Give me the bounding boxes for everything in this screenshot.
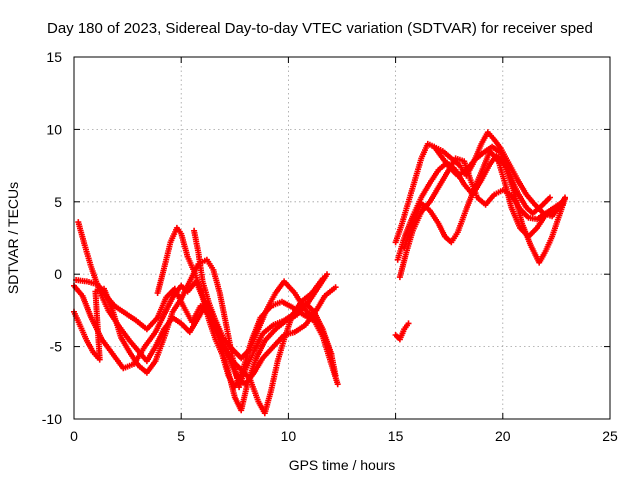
data-series bbox=[71, 129, 568, 417]
y-axis-label: SDTVAR / TECUs bbox=[5, 182, 21, 294]
series-sat-12 bbox=[431, 143, 553, 217]
x-tick-label: 15 bbox=[388, 428, 404, 444]
x-tick-label: 5 bbox=[177, 428, 185, 444]
y-tick-label: -10 bbox=[42, 411, 62, 427]
plot-frame bbox=[73, 56, 611, 420]
chart-title: Day 180 of 2023, Sidereal Day-to-day VTE… bbox=[47, 20, 593, 37]
axis-ticks: 0 5 10 15 20 25 -10 -5 0 5 10 15 bbox=[42, 49, 618, 444]
x-tick-label: 25 bbox=[602, 428, 618, 444]
series-markers bbox=[392, 129, 568, 246]
series-markers bbox=[392, 320, 412, 343]
y-tick-label: 5 bbox=[54, 194, 62, 210]
series-sat-3 bbox=[71, 256, 326, 391]
x-tick-label: 0 bbox=[70, 428, 78, 444]
series-sat-7 bbox=[392, 320, 412, 343]
y-tick-label: 10 bbox=[46, 121, 62, 137]
y-tick-label: 0 bbox=[54, 266, 62, 282]
x-tick-label: 20 bbox=[495, 428, 511, 444]
x-tick-label: 10 bbox=[281, 428, 297, 444]
y-tick-label: -5 bbox=[50, 339, 63, 355]
series-sat-6 bbox=[191, 227, 335, 362]
series-markers bbox=[71, 256, 326, 391]
series-sat-8 bbox=[392, 129, 568, 246]
series-markers bbox=[431, 143, 553, 217]
y-tick-label: 15 bbox=[46, 49, 62, 65]
series-markers bbox=[191, 227, 335, 362]
x-axis-label: GPS time / hours bbox=[289, 457, 396, 473]
